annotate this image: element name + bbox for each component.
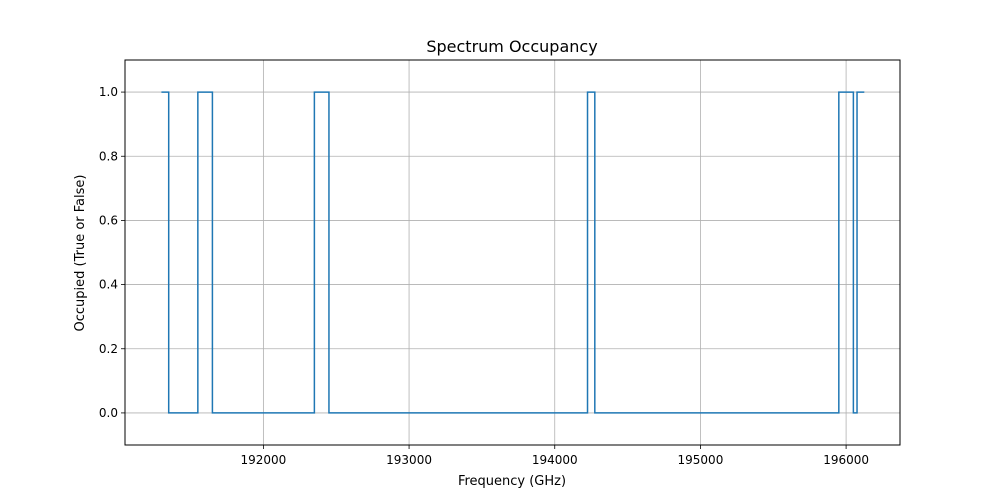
series-line [161, 91, 865, 414]
x-tick-label: 196000 [823, 453, 869, 467]
chart-title: Spectrum Occupancy [426, 37, 597, 56]
x-tick-label: 192000 [240, 453, 286, 467]
data-layer [161, 91, 865, 414]
y-axis-label: Occupied (True or False) [73, 175, 88, 332]
x-axis-label: Frequency (GHz) [458, 474, 566, 489]
y-tick-label: 0.6 [99, 213, 118, 227]
y-tick-label: 0.2 [99, 342, 118, 356]
x-axis: 192000 193000 194000 195000 196000 [240, 445, 869, 467]
y-tick-label: 0.8 [99, 149, 118, 163]
y-tick-label: 0.0 [99, 406, 118, 420]
plot-area [125, 60, 900, 445]
x-tick-label: 194000 [532, 453, 578, 467]
y-tick-label: 1.0 [99, 85, 118, 99]
y-axis: 0.0 0.2 0.4 0.6 0.8 1.0 [99, 85, 125, 420]
x-tick-label: 195000 [678, 453, 724, 467]
y-tick-label: 0.4 [99, 278, 118, 292]
axes-frame [124, 59, 901, 446]
x-tick-label: 193000 [386, 453, 432, 467]
